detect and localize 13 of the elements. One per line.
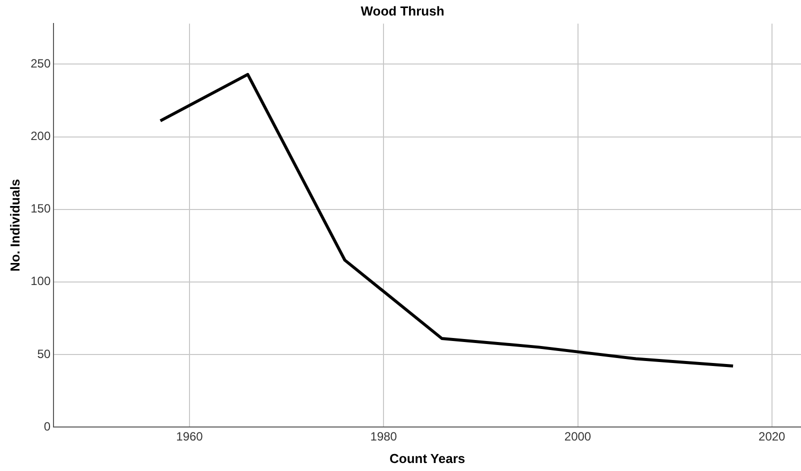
x-tick-label: 1960 — [176, 430, 204, 444]
x-axis-title: Count Years — [390, 450, 466, 466]
x-tick-label: 2000 — [564, 430, 592, 444]
y-tick-label: 50 — [37, 346, 51, 361]
y-tick-label: 150 — [30, 202, 51, 216]
x-tick-label: 1980 — [370, 430, 398, 444]
y-tick-label: 200 — [30, 129, 51, 144]
x-tick-label: 2020 — [758, 430, 786, 444]
y-axis-title: No. Individuals — [7, 179, 22, 272]
y-tick-label: 0 — [44, 419, 51, 434]
y-tick-label: 100 — [30, 274, 51, 288]
chart-title: Wood Thrush — [360, 3, 444, 18]
y-tick-label: 250 — [30, 56, 51, 71]
